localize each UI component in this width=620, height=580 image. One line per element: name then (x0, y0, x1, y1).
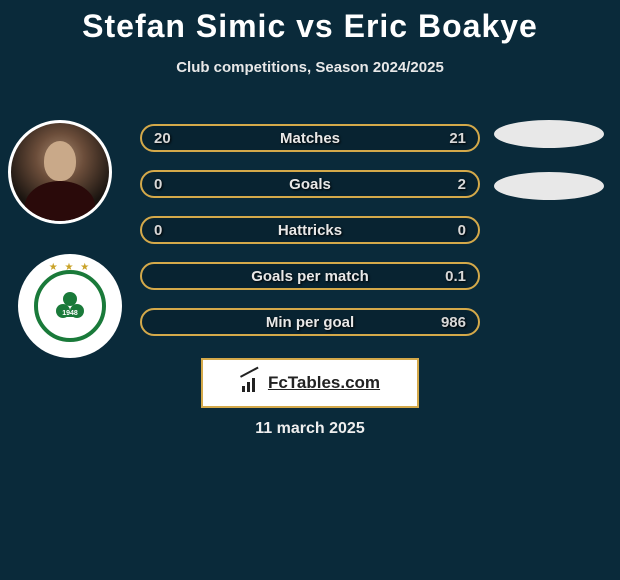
chart-icon (240, 374, 262, 392)
date-label: 11 march 2025 (255, 420, 364, 438)
stat-row-hattricks: 0 Hattricks 0 (140, 216, 480, 244)
club-year: 1948 (60, 310, 80, 317)
stat-row-matches: 20 Matches 21 (140, 124, 480, 152)
stat-right-value: 0 (458, 222, 466, 239)
subtitle: Club competitions, Season 2024/2025 (0, 59, 620, 76)
stat-row-goals-per-match: Goals per match 0.1 (140, 262, 480, 290)
stat-row-goals: 0 Goals 2 (140, 170, 480, 198)
club-ring: 1948 (34, 270, 106, 342)
stat-row-min-per-goal: Min per goal 986 (140, 308, 480, 336)
player-avatar (8, 120, 112, 224)
stat-right-value: 0.1 (445, 268, 466, 285)
branding-text: FcTables.com (268, 373, 380, 393)
stats-bars: 20 Matches 21 0 Goals 2 0 Hattricks 0 Go… (140, 124, 480, 354)
stat-left-value: 0 (154, 176, 162, 193)
stat-label: Min per goal (266, 314, 354, 331)
stat-label: Goals (289, 176, 331, 193)
page-title: Stefan Simic vs Eric Boakye (0, 0, 620, 45)
ellipse-placeholder (494, 120, 604, 148)
stat-right-value: 21 (449, 130, 466, 147)
stat-right-value: 986 (441, 314, 466, 331)
stat-left-value: 0 (154, 222, 162, 239)
stat-label: Hattricks (278, 222, 342, 239)
ellipse-placeholder (494, 172, 604, 200)
opponent-ellipses (494, 120, 604, 224)
club-badge: ★ ★ ★ 1948 (18, 254, 122, 358)
branding-link[interactable]: FcTables.com (201, 358, 419, 408)
stat-label: Matches (280, 130, 340, 147)
stat-right-value: 2 (458, 176, 466, 193)
stat-left-value: 20 (154, 130, 171, 147)
stat-label: Goals per match (251, 268, 369, 285)
avatar-column: ★ ★ ★ 1948 (8, 120, 122, 358)
